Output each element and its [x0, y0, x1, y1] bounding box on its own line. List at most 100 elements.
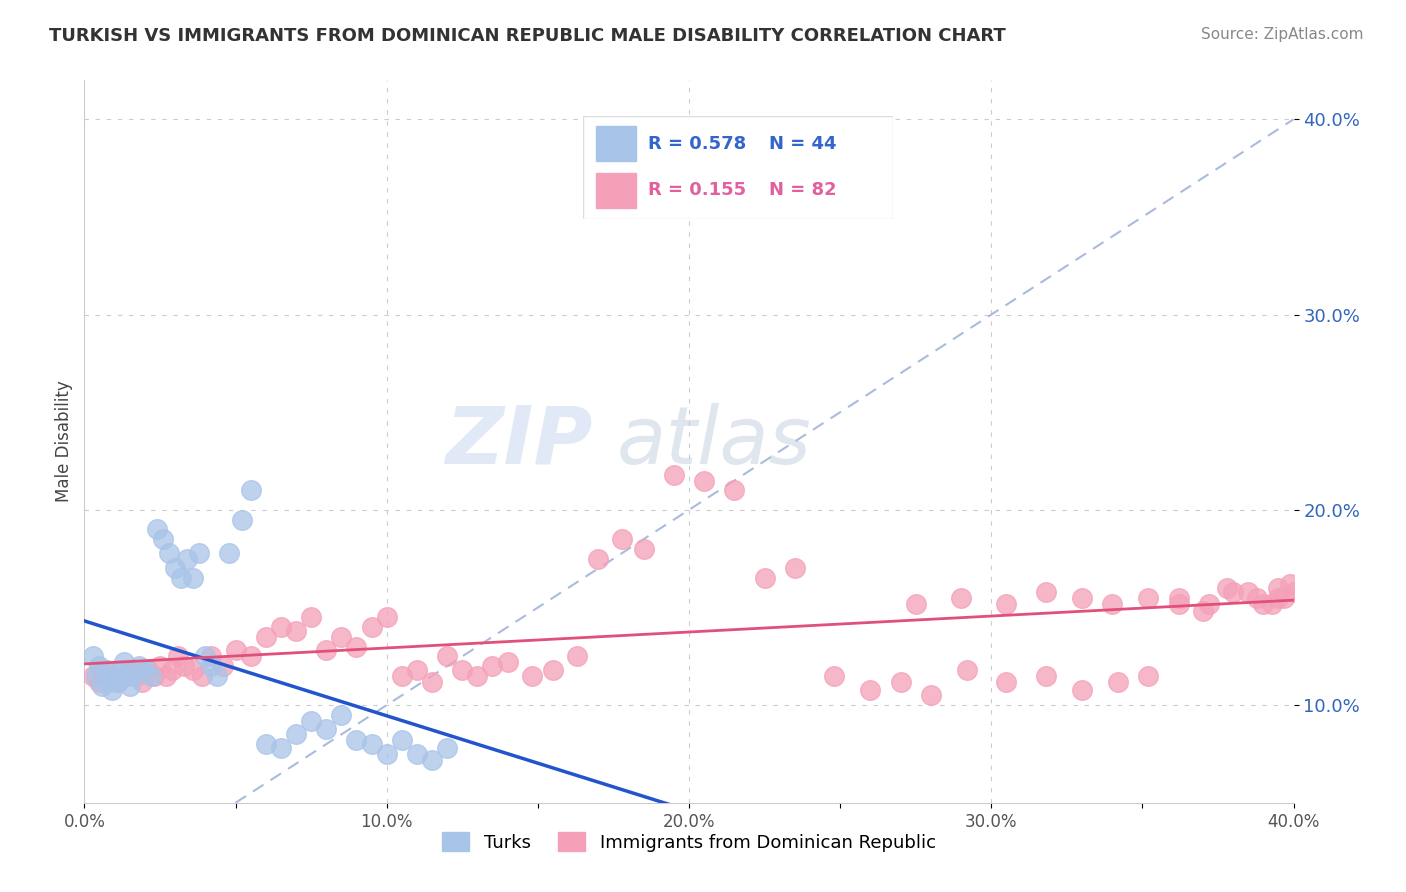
- Point: [436, 649, 458, 664]
- Point: [420, 753, 443, 767]
- Point: [1246, 591, 1268, 605]
- Point: [100, 682, 122, 697]
- Point: [1137, 669, 1160, 683]
- Point: [89, 674, 111, 689]
- Point: [115, 669, 138, 683]
- Point: [176, 551, 198, 566]
- Point: [110, 663, 132, 677]
- Point: [107, 674, 129, 689]
- Point: [467, 669, 489, 683]
- Point: [859, 682, 882, 697]
- FancyBboxPatch shape: [583, 116, 893, 219]
- Point: [346, 733, 368, 747]
- Text: N = 82: N = 82: [769, 181, 837, 199]
- Point: [118, 679, 141, 693]
- Point: [956, 663, 979, 677]
- Point: [406, 663, 429, 677]
- Point: [104, 669, 127, 683]
- Legend: Turks, Immigrants from Dominican Republic: Turks, Immigrants from Dominican Republi…: [434, 825, 943, 859]
- Point: [125, 669, 148, 683]
- Point: [662, 467, 685, 482]
- Point: [1192, 604, 1215, 618]
- Point: [152, 532, 174, 546]
- Point: [173, 659, 195, 673]
- Point: [139, 669, 162, 683]
- Point: [299, 610, 322, 624]
- Point: [170, 571, 193, 585]
- Point: [160, 663, 183, 677]
- Point: [218, 546, 240, 560]
- Point: [890, 674, 912, 689]
- Point: [1261, 597, 1284, 611]
- Point: [633, 541, 655, 556]
- Point: [82, 649, 104, 664]
- Point: [1101, 597, 1123, 611]
- Point: [82, 669, 104, 683]
- Point: [89, 659, 111, 673]
- Point: [451, 663, 474, 677]
- Point: [693, 474, 716, 488]
- Point: [181, 663, 204, 677]
- Point: [904, 597, 927, 611]
- Point: [995, 597, 1018, 611]
- Point: [270, 620, 292, 634]
- Y-axis label: Male Disability: Male Disability: [55, 381, 73, 502]
- Bar: [596, 126, 636, 161]
- Point: [754, 571, 776, 585]
- Point: [239, 483, 262, 498]
- Point: [315, 643, 337, 657]
- Point: [188, 546, 211, 560]
- Point: [520, 669, 543, 683]
- Point: [541, 663, 564, 677]
- Point: [391, 733, 413, 747]
- Point: [194, 649, 217, 664]
- Point: [420, 674, 443, 689]
- Text: ZIP: ZIP: [444, 402, 592, 481]
- Point: [181, 571, 204, 585]
- Point: [565, 649, 588, 664]
- Point: [142, 669, 165, 683]
- Point: [330, 630, 353, 644]
- Point: [375, 747, 398, 761]
- Point: [375, 610, 398, 624]
- Point: [723, 483, 745, 498]
- Point: [200, 659, 222, 673]
- Point: [254, 630, 277, 644]
- Point: [112, 669, 135, 683]
- Point: [920, 689, 942, 703]
- Point: [200, 649, 222, 664]
- Point: [330, 707, 353, 722]
- Point: [155, 669, 177, 683]
- Point: [436, 741, 458, 756]
- Text: atlas: atlas: [616, 402, 811, 481]
- Point: [285, 624, 308, 638]
- Point: [128, 659, 150, 673]
- Point: [136, 663, 159, 677]
- Text: R = 0.155: R = 0.155: [648, 181, 747, 199]
- Point: [481, 659, 503, 673]
- Point: [950, 591, 973, 605]
- Point: [783, 561, 806, 575]
- Point: [191, 669, 214, 683]
- Point: [225, 643, 247, 657]
- Point: [1237, 585, 1260, 599]
- Point: [107, 674, 129, 689]
- Point: [612, 532, 634, 546]
- Point: [391, 669, 413, 683]
- Point: [231, 513, 253, 527]
- Point: [285, 727, 308, 741]
- Point: [1107, 674, 1129, 689]
- Point: [86, 669, 108, 683]
- Point: [496, 655, 519, 669]
- Bar: [596, 173, 636, 208]
- Point: [995, 674, 1018, 689]
- Point: [1198, 597, 1220, 611]
- Point: [1167, 591, 1189, 605]
- Point: [165, 561, 187, 575]
- Point: [97, 674, 120, 689]
- Point: [100, 669, 122, 683]
- Point: [1267, 581, 1289, 595]
- Point: [1267, 591, 1289, 605]
- Point: [315, 722, 337, 736]
- Point: [94, 663, 117, 677]
